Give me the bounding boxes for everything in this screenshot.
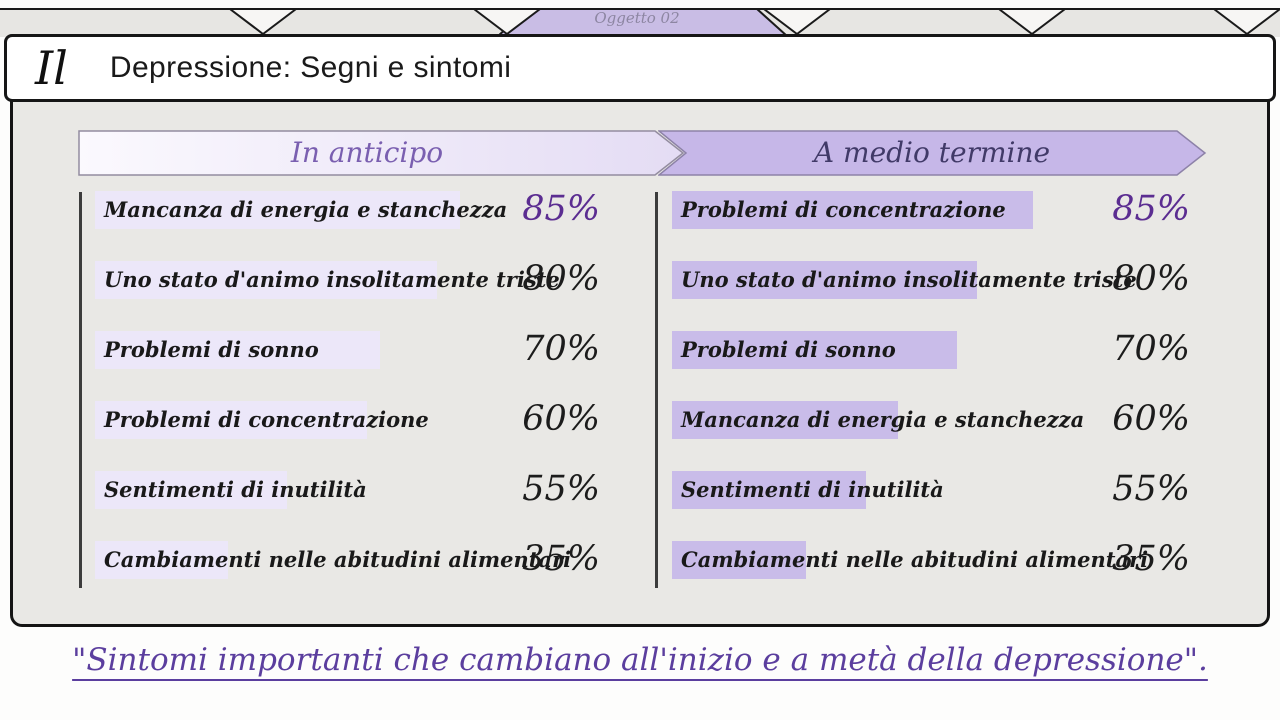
symptom-label: Sentimenti di inutilità (104, 477, 367, 502)
title-bar: Il Depressione: Segni e sintomi (4, 34, 1276, 102)
banner-shape (78, 130, 685, 176)
symptom-value: 35% (522, 539, 600, 579)
highlight-bar (95, 401, 367, 439)
symptom-label: Mancanza di energia e stanchezza (681, 407, 1085, 432)
quote-caption: "Sintomi importanti che cambiano all'ini… (72, 642, 1208, 678)
symptom-row: Uno stato d'animo insolitamente triste 8… (95, 259, 600, 301)
symptom-label: Sentimenti di inutilità (681, 477, 944, 502)
symptom-label: Cambiamenti nelle abitudini alimentari (681, 547, 1149, 572)
highlight-bar (672, 401, 898, 439)
symptom-label: Cambiamenti nelle abitudini alimentari (104, 547, 572, 572)
column-header-early: In anticipo (78, 130, 685, 176)
divider-line-right (655, 192, 658, 588)
highlight-bar (95, 541, 228, 579)
symptom-row: Problemi di concentrazione 85% (672, 189, 1190, 231)
symptom-row: Cambiamenti nelle abitudini alimentari 3… (672, 539, 1190, 581)
highlight-bar (95, 191, 460, 229)
symptom-value: 60% (1112, 399, 1190, 439)
symptom-value: 80% (522, 259, 600, 299)
highlight-bar (672, 331, 957, 369)
symptom-value: 70% (522, 329, 600, 369)
mid-term-symptoms-list: Problemi di concentrazione 85% Uno stato… (672, 189, 1190, 591)
symptom-row: Problemi di concentrazione 60% (95, 399, 600, 441)
highlight-bar (672, 471, 866, 509)
symptom-value: 55% (522, 469, 600, 509)
symptom-label: Uno stato d'animo insolitamente triste (681, 267, 1137, 292)
symptom-row: Sentimenti di inutilità 55% (672, 469, 1190, 511)
symptom-label: Problemi di sonno (104, 337, 319, 362)
symptom-value: 35% (1112, 539, 1190, 579)
symptom-value: 85% (1112, 189, 1190, 229)
symptom-label: Problemi di concentrazione (104, 407, 429, 432)
divider-line-left (79, 192, 82, 588)
symptom-value: 70% (1112, 329, 1190, 369)
symptom-row: Mancanza di energia e stanchezza 60% (672, 399, 1190, 441)
column-header-mid-term: A medio termine (656, 130, 1207, 176)
tab-label: Oggetto 02 (594, 9, 680, 27)
symptom-row: Uno stato d'animo insolitamente triste 8… (672, 259, 1190, 301)
footer: "Sintomi importanti che cambiano all'ini… (0, 642, 1280, 678)
column-header-label: A medio termine (813, 136, 1051, 169)
title-prefix: Il (35, 41, 68, 95)
symptom-row: Mancanza di energia e stanchezza 85% (95, 189, 600, 231)
symptom-row: Problemi di sonno 70% (672, 329, 1190, 371)
symptom-value: 85% (522, 189, 600, 229)
column-header-label: In anticipo (290, 136, 444, 169)
symptom-label: Mancanza di energia e stanchezza (104, 197, 508, 222)
early-symptoms-list: Mancanza di energia e stanchezza 85% Uno… (95, 189, 600, 591)
highlight-bar (95, 261, 437, 299)
symptom-value: 60% (522, 399, 600, 439)
highlight-bar (95, 331, 380, 369)
symptom-value: 80% (1112, 259, 1190, 299)
banner-shape (656, 130, 1207, 176)
highlight-bar (672, 261, 977, 299)
symptom-label: Problemi di sonno (681, 337, 896, 362)
symptom-row: Problemi di sonno 70% (95, 329, 600, 371)
highlight-bar (95, 471, 287, 509)
symptom-row: Cambiamenti nelle abitudini alimentari 3… (95, 539, 600, 581)
symptom-label: Uno stato d'animo insolitamente triste (104, 267, 560, 292)
symptom-value: 55% (1112, 469, 1190, 509)
symptom-label: Problemi di concentrazione (681, 197, 1006, 222)
page-title: Depressione: Segni e sintomi (109, 51, 512, 84)
highlight-bar (672, 541, 806, 579)
highlight-bar (672, 191, 1033, 229)
symptom-row: Sentimenti di inutilità 55% (95, 469, 600, 511)
